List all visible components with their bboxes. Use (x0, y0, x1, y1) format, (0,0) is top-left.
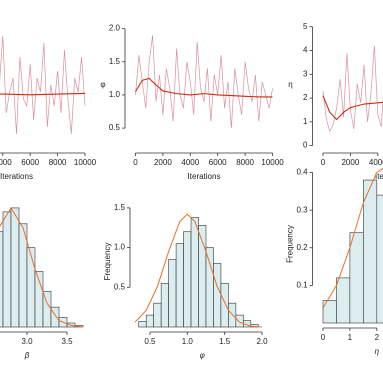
x-axis-label: Iterations (375, 172, 383, 181)
histogram-bar (153, 302, 162, 328)
x-tick-label: 4000 (181, 158, 199, 167)
y-tick-label: 0.1 (296, 280, 308, 289)
x-tick-label: 1 (348, 333, 353, 342)
histogram-bar (336, 277, 351, 324)
histogram-bar (228, 302, 237, 328)
x-tick-label: 0.5 (144, 337, 156, 346)
y-tick-label: 0.2 (296, 243, 308, 252)
x-tick-label: 0 (133, 158, 138, 167)
histogram-bar (2, 211, 12, 328)
running-mean (322, 95, 383, 121)
y-tick-label: 1.5 (114, 203, 126, 212)
y-tick-label: 1.0 (109, 90, 121, 99)
y-tick-label: 0.3 (296, 205, 308, 214)
x-axis-label: β (24, 351, 30, 360)
y-tick-label: 1 (303, 117, 308, 126)
histogram-bar (376, 194, 383, 324)
x-axis-label: Iterations (0, 172, 33, 181)
x-tick-label: 6000 (21, 158, 39, 167)
x-tick-label: 2.0 (256, 337, 268, 346)
x-tick-label: 6000 (209, 158, 227, 167)
histogram-bar (145, 314, 154, 328)
x-tick-label: 2 (375, 333, 380, 342)
density-curve (134, 213, 263, 328)
histogram-bar (235, 314, 244, 328)
y-tick-label: 5 (303, 22, 308, 31)
trace-line (135, 35, 273, 129)
x-tick-label: 4000 (0, 158, 12, 167)
density-curve (0, 206, 84, 328)
x-tick-label: 4000 (369, 158, 383, 167)
x-tick-label: 0 (321, 158, 326, 167)
x-tick-label: 8000 (236, 158, 254, 167)
x-tick-label: 2000 (154, 158, 172, 167)
y-tick-label: 4 (303, 46, 308, 55)
density-curve (322, 168, 383, 309)
x-axis-label: φ (200, 351, 205, 360)
x-tick-label: 10000 (74, 158, 97, 167)
x-tick-label: 1.5 (219, 337, 231, 346)
trace-line (322, 45, 383, 133)
y-axis-label: Frequency (286, 225, 295, 263)
histogram-bar (50, 306, 60, 328)
x-axis-label: η (375, 347, 380, 356)
running-mean (0, 92, 86, 96)
histogram-bar (363, 179, 378, 324)
y-axis-label: Frequency (103, 243, 112, 281)
running-mean (135, 77, 273, 98)
histogram-bar (175, 243, 184, 328)
y-tick-label: 2 (303, 93, 308, 102)
y-tick-label: 3 (303, 69, 308, 78)
histogram-bar (160, 283, 169, 328)
x-tick-label: 2000 (341, 158, 359, 167)
histogram-bar (183, 231, 192, 328)
histogram-bar (0, 231, 4, 328)
histogram-bar (26, 247, 36, 328)
y-tick-label: 0.4 (296, 168, 308, 177)
histogram-bar (349, 232, 364, 324)
x-tick-label: 10000 (261, 158, 284, 167)
histogram-bar (138, 321, 147, 328)
histogram-bar (213, 263, 222, 328)
histogram-bar (220, 283, 229, 328)
histogram-bar (168, 259, 177, 328)
x-tick-label: 3.0 (21, 337, 33, 346)
x-tick-label: 0 (321, 333, 326, 342)
histogram-bar (205, 247, 214, 328)
y-tick-label: 0 (303, 141, 308, 150)
y-tick-label: 1.5 (109, 57, 121, 66)
y-tick-label: 0.5 (114, 282, 126, 291)
y-axis-label: φ (100, 80, 105, 89)
y-axis-label: η (288, 80, 292, 89)
x-tick-label: 8000 (49, 158, 67, 167)
y-tick-label: 0.5 (109, 123, 121, 132)
histogram-bar (10, 207, 20, 328)
x-tick-label: 1.0 (182, 337, 194, 346)
y-tick-label: 2.0 (109, 24, 121, 33)
histogram-bar (18, 223, 28, 328)
x-axis-label: Iterations (188, 172, 221, 181)
x-tick-label: 3.5 (61, 337, 73, 346)
trace-line (0, 35, 86, 135)
histogram-bar (190, 217, 199, 328)
y-tick-label: 1.0 (114, 243, 126, 252)
